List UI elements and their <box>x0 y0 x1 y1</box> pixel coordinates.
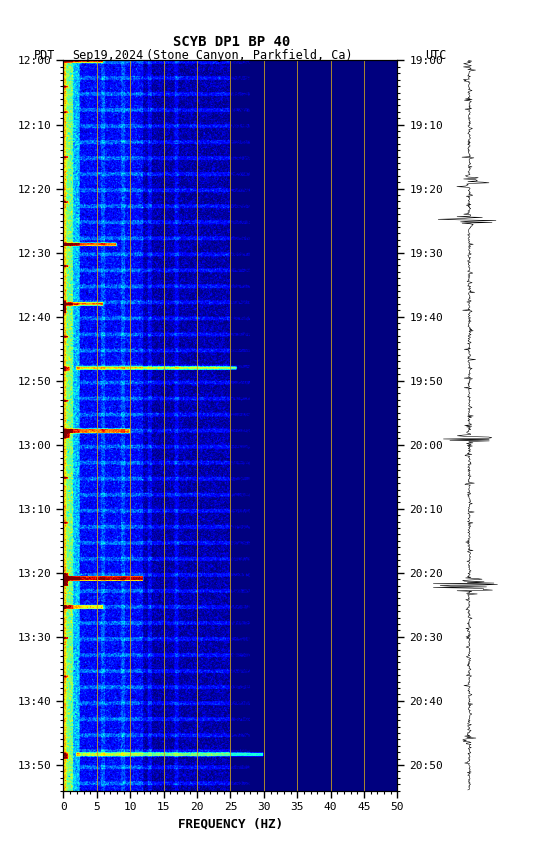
X-axis label: FREQUENCY (HZ): FREQUENCY (HZ) <box>178 818 283 831</box>
Text: (Stone Canyon, Parkfield, Ca): (Stone Canyon, Parkfield, Ca) <box>146 49 353 62</box>
Text: UTC: UTC <box>425 49 447 62</box>
Text: Sep19,2024: Sep19,2024 <box>72 49 143 62</box>
Text: SCYB DP1 BP 40: SCYB DP1 BP 40 <box>173 35 290 48</box>
Text: PDT: PDT <box>34 49 56 62</box>
